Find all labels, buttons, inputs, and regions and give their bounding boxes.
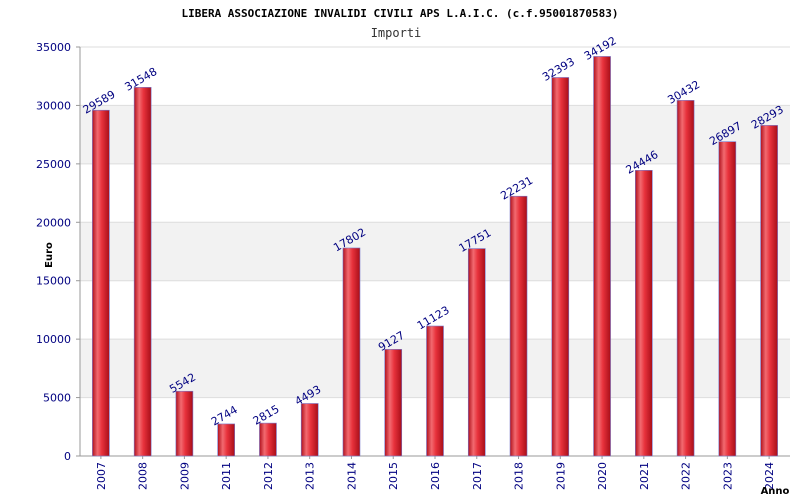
x-tick-label: 2019 [554, 462, 567, 490]
x-tick-label: 2018 [513, 462, 526, 490]
x-tick-label: 2023 [721, 462, 734, 490]
bar [551, 77, 570, 457]
bar [509, 195, 528, 457]
x-tick-label: 2021 [638, 462, 651, 490]
y-tick-label: 25000 [36, 158, 71, 171]
bar [342, 247, 361, 457]
x-tick-label: 2011 [220, 462, 233, 490]
y-axis-title: Euro [44, 242, 55, 268]
x-tick-label: 2013 [304, 462, 317, 490]
bar [676, 100, 695, 457]
y-tick-label: 20000 [36, 216, 71, 229]
bar [593, 56, 611, 457]
y-tick-label: 15000 [36, 275, 71, 288]
x-tick-label: 2014 [345, 462, 358, 490]
y-tick-label: 10000 [36, 333, 71, 346]
x-tick-label: 2017 [471, 462, 484, 490]
bar [175, 390, 194, 457]
bar [760, 125, 778, 457]
bar [718, 141, 737, 457]
x-tick-label: 2012 [262, 462, 275, 490]
bar [217, 423, 235, 457]
y-tick-label: 5000 [43, 392, 71, 405]
bar [635, 170, 653, 457]
x-tick-label: 2022 [680, 462, 693, 490]
bars [92, 56, 778, 457]
y-tick-labels: 0 5000 10000 15000 20000 25000 30000 35000 [36, 41, 71, 463]
bar [467, 248, 486, 457]
x-tick-label: 2016 [429, 462, 442, 490]
y-tick-label: 30000 [36, 99, 71, 112]
bar [259, 422, 277, 457]
bar [300, 403, 319, 457]
x-axis-title: Anno [761, 486, 790, 497]
x-tick-label: 2007 [95, 462, 108, 490]
plot-band [80, 105, 790, 164]
x-tick-label: 2015 [387, 462, 400, 490]
bar [92, 109, 110, 457]
bar [384, 349, 403, 457]
chart-title: LIBERA ASSOCIAZIONE INVALIDI CIVILI APS … [181, 7, 618, 20]
y-tick-label: 35000 [36, 41, 71, 54]
chart-subtitle: Importi [371, 26, 422, 40]
plot-band [80, 222, 790, 281]
x-tick-label: 2020 [596, 462, 609, 490]
y-tick-label: 0 [64, 450, 71, 463]
x-tick-labels: 2007 2008 2009 2011 2012 2013 2014 2015 2016 2017… [95, 462, 776, 490]
bar [426, 325, 444, 457]
bar [133, 87, 152, 457]
x-tick-label: 2009 [178, 462, 191, 490]
x-tick-label: 2008 [137, 462, 150, 490]
x-tick-label: 2024 [763, 462, 776, 490]
